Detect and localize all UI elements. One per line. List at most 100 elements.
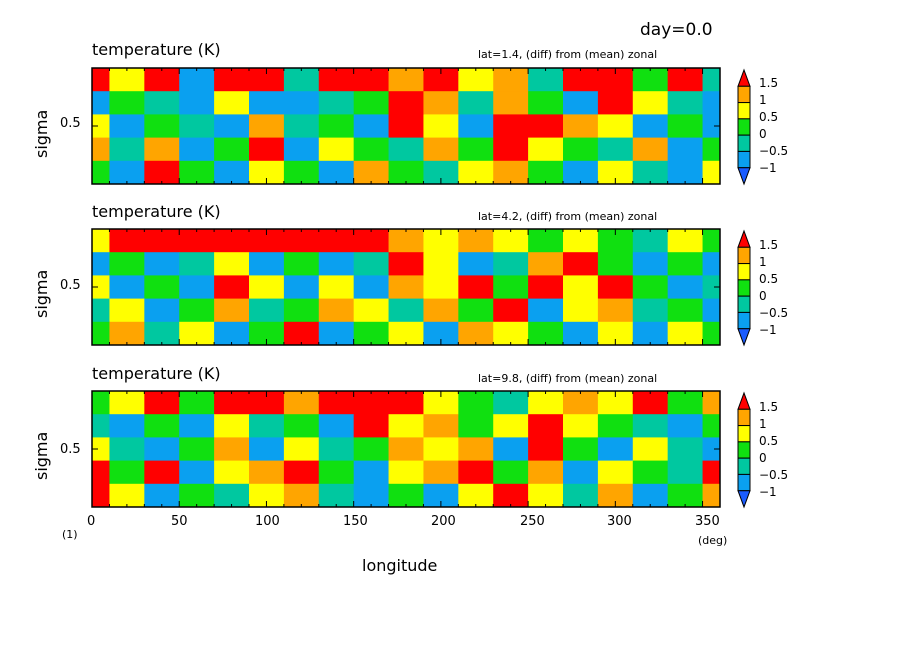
heatmap-cell (214, 414, 250, 438)
panel-2-ytick: 0.5 (60, 278, 81, 293)
heatmap-cell (249, 137, 285, 162)
heatmap-cell (528, 252, 564, 276)
heatmap-cell (667, 391, 704, 415)
heatmap-cell (702, 391, 720, 415)
heatmap-cell (388, 298, 424, 323)
panel-3-field (92, 391, 720, 507)
x-tick-150: 150 (343, 514, 368, 529)
heatmap-cell (458, 275, 494, 300)
heatmap-cell (283, 114, 320, 139)
heatmap-cell (667, 160, 704, 184)
heatmap-cell (667, 437, 704, 462)
colorbar-3-segment (737, 473, 751, 492)
heatmap-cell (283, 437, 320, 462)
heatmap-cell (109, 321, 145, 345)
cb2-label-4: −0.5 (759, 306, 789, 320)
colorbar-2-segment (737, 279, 751, 297)
heatmap-cell (179, 229, 215, 253)
heatmap-cell (388, 114, 424, 139)
heatmap-cell (423, 298, 459, 323)
heatmap-cell (353, 321, 390, 345)
heatmap-cell (144, 91, 180, 115)
heatmap-cell (458, 391, 494, 415)
heatmap-cell (528, 483, 564, 507)
heatmap-cell (109, 68, 145, 92)
heatmap-cell (283, 275, 320, 300)
heatmap-cell (249, 160, 285, 184)
heatmap-cell (702, 483, 720, 507)
heatmap-cell (353, 229, 390, 253)
heatmap-cell (667, 460, 704, 485)
heatmap-cell (214, 298, 250, 323)
heatmap-cell (423, 483, 459, 507)
heatmap-cell (423, 414, 459, 438)
heatmap-cell (92, 229, 110, 253)
heatmap-cell (92, 114, 110, 139)
colorbar-2-bottom-arrow (737, 328, 751, 347)
heatmap-cell (528, 275, 564, 300)
heatmap-cell (249, 321, 285, 345)
heatmap-cell (318, 252, 355, 276)
x-axis-label: longitude (362, 556, 438, 575)
heatmap-cell (283, 391, 320, 415)
heatmap-cell (702, 298, 720, 323)
heatmap-cell (353, 252, 390, 276)
x-tick-50: 50 (171, 514, 188, 529)
heatmap-cell (597, 460, 634, 485)
heatmap-cell (353, 414, 390, 438)
heatmap-cell (109, 391, 145, 415)
heatmap-cell (388, 483, 424, 507)
heatmap-cell (528, 114, 564, 139)
heatmap-cell (353, 91, 390, 115)
heatmap-cell (353, 460, 390, 485)
heatmap-cell (109, 414, 145, 438)
heatmap-cell (109, 275, 145, 300)
heatmap-cell (423, 460, 459, 485)
heatmap-cell (458, 414, 494, 438)
heatmap-cell (702, 460, 720, 485)
heatmap-cell (353, 160, 390, 184)
heatmap-cell (702, 114, 720, 139)
heatmap-cell (528, 437, 564, 462)
heatmap-cell (597, 298, 634, 323)
heatmap-cell (388, 229, 424, 253)
heatmap-cell (423, 252, 459, 276)
heatmap-cell (109, 460, 145, 485)
heatmap-cell (458, 229, 494, 253)
heatmap-cell (353, 68, 390, 92)
heatmap-cell (214, 275, 250, 300)
heatmap-cell (92, 252, 110, 276)
heatmap-cell (214, 460, 250, 485)
heatmap-cell (179, 483, 215, 507)
heatmap-cell (597, 68, 634, 92)
heatmap-cell (458, 298, 494, 323)
heatmap-cell (318, 114, 355, 139)
heatmap-cell (214, 137, 250, 162)
heatmap-cell (563, 137, 599, 162)
heatmap-cell (179, 460, 215, 485)
cb2-label-0: 1.5 (759, 238, 779, 252)
heatmap-cell (388, 91, 424, 115)
cb1-label-4: −0.5 (759, 144, 789, 158)
heatmap-cell (283, 460, 320, 485)
heatmap-cell (249, 114, 285, 139)
heatmap-cell (388, 252, 424, 276)
cb3-label-0: 1.5 (759, 400, 779, 414)
heatmap-cell (318, 160, 355, 184)
heatmap-cell (214, 483, 250, 507)
heatmap-cell (597, 275, 634, 300)
colorbar-3-segment (737, 408, 751, 427)
colorbar-1-top-arrow (737, 68, 751, 87)
heatmap-cell (318, 91, 355, 115)
panel-1-title: temperature (K) (92, 40, 221, 59)
heatmap-cell (214, 160, 250, 184)
heatmap-cell (563, 68, 599, 92)
heatmap-cell (632, 229, 669, 253)
heatmap-cell (109, 91, 145, 115)
panel-2-annotation: lat=4.2, (diff) from (mean) zonal (478, 210, 658, 223)
heatmap-cell (563, 252, 599, 276)
heatmap-cell (179, 298, 215, 323)
colorbar-1-segment (737, 102, 751, 120)
heatmap-cell (632, 414, 669, 438)
heatmap-cell (528, 414, 564, 438)
